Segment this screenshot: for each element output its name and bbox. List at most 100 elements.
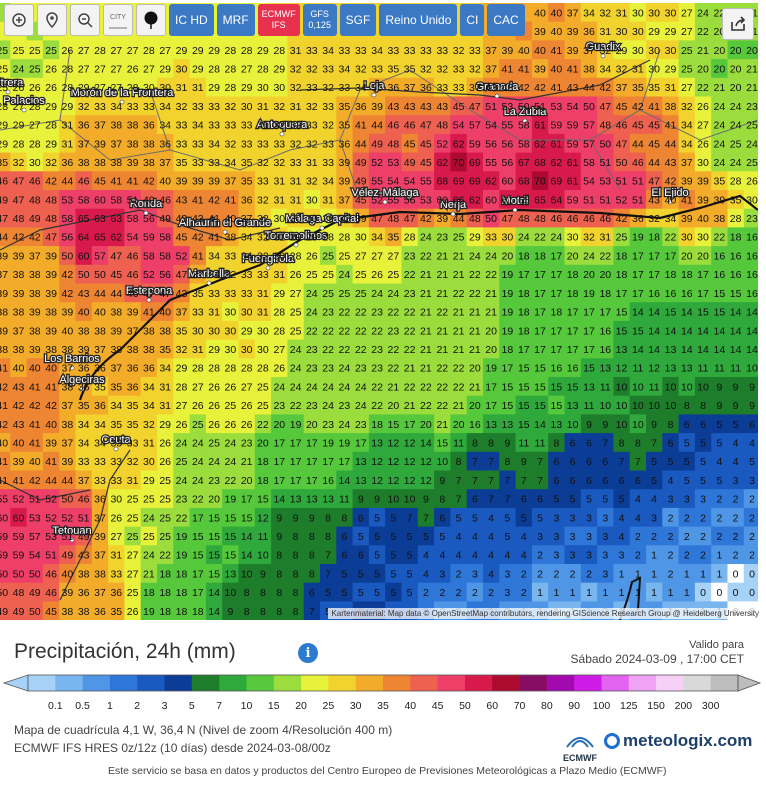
grid-value: 14 xyxy=(632,307,644,319)
grid-value: 22 xyxy=(355,344,367,356)
grid-value: 3 xyxy=(586,512,592,524)
grid-value: 37 xyxy=(94,344,106,356)
grid-cell xyxy=(222,320,240,341)
grid-value: 28 xyxy=(62,82,74,94)
model-button-ecmwf[interactable]: ECMWF IFS xyxy=(257,4,300,36)
grid-value: 22 xyxy=(388,363,400,375)
grid-cell xyxy=(548,227,566,247)
grid-cell xyxy=(303,115,321,135)
grid-value: 25 xyxy=(143,494,155,506)
grid-cell xyxy=(401,40,419,60)
grid-value: 23 xyxy=(273,400,285,412)
grid-value: 5 xyxy=(504,531,510,543)
grid-value: 8 xyxy=(488,437,494,449)
ecmwf-logo[interactable]: ECMWF xyxy=(560,733,600,763)
grid-cell xyxy=(303,283,321,303)
grid-cell xyxy=(743,320,758,341)
grid-value: 3 xyxy=(570,531,576,543)
grid-cell xyxy=(205,59,223,79)
grid-value: 49 xyxy=(13,606,25,618)
legend-label: 80 xyxy=(541,700,553,712)
grid-value: 10 xyxy=(404,494,416,506)
grid-value: 38 xyxy=(78,568,90,580)
grid-value: 17 xyxy=(273,475,285,487)
grid-cell xyxy=(189,133,207,154)
grid-cell xyxy=(450,77,468,98)
info-button[interactable]: i xyxy=(298,643,318,663)
legend-swatch xyxy=(601,675,630,691)
grid-cell xyxy=(271,133,288,154)
location-button[interactable] xyxy=(37,4,67,36)
grid-cell xyxy=(0,302,11,322)
grid-value: 31 xyxy=(110,550,122,562)
grid-value: 2 xyxy=(570,568,576,580)
grid-value: 33 xyxy=(225,288,237,300)
zoom-out-button[interactable] xyxy=(70,4,100,36)
grid-cell xyxy=(564,171,582,191)
city-toggle-button[interactable]: CITY xyxy=(103,4,133,36)
grid-value: 38 xyxy=(94,157,106,169)
grid-cell xyxy=(694,208,712,228)
grid-value: 13 xyxy=(551,419,563,431)
grid-cell xyxy=(352,190,370,210)
grid-value: 26 xyxy=(697,101,709,113)
grid-value: 31 xyxy=(599,26,611,38)
meteologix-logo[interactable]: meteologix.com xyxy=(604,731,752,751)
grid-value: 36 xyxy=(355,101,367,113)
grid-value: 2 xyxy=(423,587,429,599)
grid-value: 53 xyxy=(551,101,563,113)
grid-cell xyxy=(580,115,598,135)
grid-value: 38 xyxy=(665,101,677,113)
grid-value: 2 xyxy=(733,550,739,562)
grid-cell xyxy=(254,302,272,322)
grid-value: 24 xyxy=(355,400,367,412)
grid-value: 5 xyxy=(553,494,559,506)
grid-value: 60 xyxy=(78,250,90,262)
grid-value: 39 xyxy=(127,157,139,169)
grid-cell xyxy=(711,152,729,172)
grid-cell xyxy=(124,264,142,285)
grid-cell xyxy=(564,283,582,303)
grid-value: 40 xyxy=(78,307,90,319)
grid-value: 32 xyxy=(436,63,448,75)
grid-cell xyxy=(483,358,500,378)
legend-label: 70 xyxy=(513,700,526,712)
dot-toggle-button[interactable] xyxy=(136,4,166,36)
grid-cell xyxy=(140,77,158,98)
grid-cell xyxy=(564,133,582,154)
grid-value: 49 xyxy=(29,587,41,599)
grid-cell xyxy=(629,40,647,60)
grid-cell xyxy=(662,77,680,98)
grid-value: 33 xyxy=(192,307,204,319)
grid-value: 24 xyxy=(143,550,155,562)
zoom-in-button[interactable] xyxy=(4,4,34,36)
grid-cell xyxy=(646,320,663,341)
grid-value: 16 xyxy=(681,288,693,300)
legend-swatch xyxy=(301,675,329,691)
grid-cell xyxy=(597,77,614,98)
model-button-cac[interactable]: CAC xyxy=(487,4,525,36)
share-button[interactable] xyxy=(722,8,754,40)
model-button-gfs[interactable]: GFS 0,125 xyxy=(302,4,337,36)
grid-value: 18 xyxy=(518,288,530,300)
model-button-sgf[interactable]: SGF xyxy=(339,4,377,36)
model-button-ic[interactable]: IC HD xyxy=(169,4,214,36)
grid-value: 44 xyxy=(665,138,677,150)
model-button-reino-unido[interactable]: Reino Unido xyxy=(379,4,458,36)
model-button-ci[interactable]: CI xyxy=(460,4,485,36)
grid-value: 36 xyxy=(159,138,171,150)
grid-cell xyxy=(385,283,403,303)
grid-value: 17 xyxy=(241,494,253,506)
grid-cell xyxy=(483,227,500,247)
grid-value: 22 xyxy=(404,381,416,393)
grid-cell xyxy=(499,227,517,247)
grid-cell xyxy=(124,358,142,378)
model-button-mrf[interactable]: MRF xyxy=(216,4,255,36)
grid-value: 69 xyxy=(469,176,481,188)
grid-cell xyxy=(694,302,712,322)
grid-value: 13 xyxy=(322,494,334,506)
grid-value: 39 xyxy=(45,325,57,337)
grid-value: 45 xyxy=(420,138,432,150)
